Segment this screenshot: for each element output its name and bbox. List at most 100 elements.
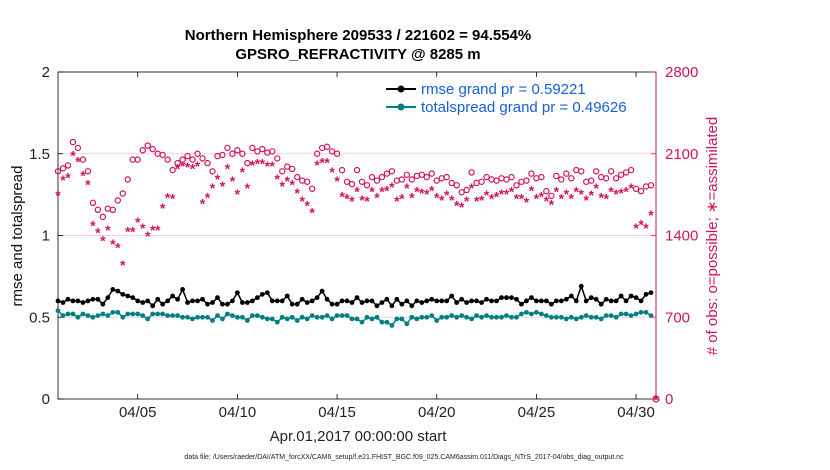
obs-assimilated-marker: * (230, 173, 236, 189)
obs-possible-marker (458, 189, 465, 196)
rmse-marker (304, 300, 310, 305)
obs-assimilated-marker: * (275, 171, 281, 187)
rmse-marker (409, 303, 415, 309)
obs-possible-marker (558, 176, 565, 183)
obs-possible-marker (284, 163, 291, 170)
obs-possible-marker (244, 159, 251, 167)
rmse-marker (568, 293, 574, 299)
obs-possible-marker (209, 168, 216, 175)
rmse-marker (90, 296, 96, 302)
totalspread-marker (180, 314, 185, 320)
obs-assimilated-marker: * (265, 158, 271, 174)
totalspread-marker (170, 313, 176, 319)
totalspread-marker (444, 314, 450, 320)
y-right-tick-label: 1400 (665, 228, 698, 245)
totalspread-marker (289, 314, 295, 320)
totalspread-marker (494, 314, 499, 320)
obs-possible-marker (627, 166, 635, 174)
obs-possible-marker (518, 178, 525, 185)
rmse-marker (185, 300, 190, 305)
rmse-marker (538, 298, 544, 304)
totalspread-marker (85, 313, 91, 319)
obs-assimilated-marker: * (618, 185, 624, 201)
totalspread-marker (568, 314, 574, 320)
y-axis-label-right: # of obs: o=possible; ∗=assimilated (704, 117, 721, 356)
obs-assimilated-marker: * (130, 223, 136, 239)
totalspread-marker (379, 319, 385, 325)
rmse-marker (210, 300, 215, 305)
rmse-marker (543, 298, 549, 304)
obs-possible-marker (388, 168, 396, 175)
obs-assimilated-marker: * (574, 184, 580, 200)
totalspread-marker (150, 311, 156, 317)
rmse-marker (230, 298, 235, 304)
legend-box (383, 77, 651, 117)
obs-assimilated-marker: * (623, 184, 629, 200)
obs-assimilated-marker: * (429, 182, 435, 198)
obs-possible-marker (602, 175, 610, 182)
totalspread-marker (558, 314, 564, 320)
obs-possible-marker (548, 192, 555, 199)
totalspread-marker (135, 311, 141, 317)
obs-possible-marker (543, 187, 550, 195)
rmse-marker (319, 288, 325, 294)
obs-possible-marker (109, 206, 117, 214)
totalspread-marker (60, 313, 66, 319)
obs-assimilated-marker: * (598, 189, 604, 205)
obs-assimilated-marker: * (449, 192, 455, 208)
obs-assimilated-marker: * (250, 157, 256, 173)
obs-assimilated-marker: * (524, 194, 530, 210)
totalspread-marker (618, 311, 624, 317)
obs-assimilated-marker: * (80, 167, 86, 183)
obs-assimilated-marker: * (613, 186, 619, 202)
rmse-marker (514, 296, 519, 302)
totalspread-marker (334, 313, 340, 319)
obs-assimilated-marker: * (419, 185, 425, 201)
obs-possible-marker (473, 179, 480, 187)
obs-assimilated-marker: * (569, 191, 575, 207)
obs-assimilated-marker: * (200, 195, 206, 211)
obs-assimilated-marker: * (175, 160, 181, 176)
totalspread-marker (628, 313, 634, 319)
obs-assimilated-marker: * (210, 180, 216, 196)
obs-assimilated-marker: * (529, 182, 535, 198)
totalspread-marker (284, 316, 290, 322)
rmse-marker (175, 296, 181, 302)
rmse-marker (200, 296, 205, 302)
obs-possible-marker (94, 206, 102, 214)
obs-assimilated-marker: * (534, 191, 540, 207)
obs-possible-marker (159, 151, 166, 159)
obs-possible-marker (114, 197, 122, 204)
obs-possible-marker (647, 182, 655, 189)
obs-possible-marker (194, 150, 201, 157)
obs-possible-marker (308, 185, 316, 192)
rmse-marker (384, 296, 390, 302)
obs-possible-marker (124, 176, 131, 183)
totalspread-marker (239, 314, 245, 320)
totalspread-marker (469, 316, 475, 322)
rmse-marker (65, 296, 71, 302)
totalspread-marker (190, 316, 195, 322)
obs-assimilated-marker: * (235, 186, 241, 202)
rmse-marker (618, 293, 624, 299)
rmse-marker (80, 300, 86, 305)
rmse-marker (593, 296, 599, 302)
totalspread-marker (125, 311, 131, 317)
rmse-marker (215, 295, 220, 301)
y-left-tick-label: 1 (42, 228, 50, 245)
obs-possible-marker (69, 138, 77, 146)
rmse-marker (165, 298, 171, 304)
totalspread-marker (75, 314, 81, 320)
y-right-tick-label: 700 (665, 309, 690, 326)
totalspread-marker (374, 314, 380, 320)
obs-assimilated-marker: * (314, 157, 320, 173)
rmse-marker (359, 300, 365, 305)
rmse-marker (235, 290, 240, 296)
obs-possible-marker (597, 173, 605, 181)
totalspread-marker (354, 316, 360, 322)
obs-assimilated-marker: * (339, 188, 345, 204)
totalspread-marker (608, 313, 614, 319)
totalspread-marker (329, 316, 335, 322)
y-right-tick-label: 2800 (665, 64, 698, 81)
totalspread-marker (543, 313, 549, 319)
